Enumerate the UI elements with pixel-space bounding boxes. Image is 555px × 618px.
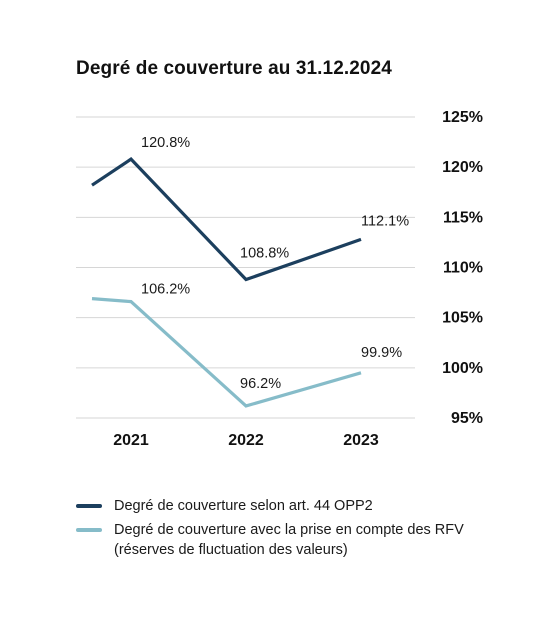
data-label: 120.8% (141, 135, 190, 151)
y-tick-label: 115% (443, 209, 483, 226)
y-tick-label: 100% (442, 360, 483, 377)
legend: Degré de couverture selon art. 44 OPP2 D… (76, 496, 516, 564)
data-label: 96.2% (240, 376, 281, 392)
series-line-1 (91, 297, 362, 408)
chart-title: Degré de couverture au 31.12.2024 (76, 58, 392, 79)
legend-item-rfv: Degré de couverture avec la prise en com… (76, 520, 516, 560)
y-tick-label: 125% (442, 109, 483, 126)
legend-label-opp2: Degré de couverture selon art. 44 OPP2 (114, 498, 373, 514)
line-chart: 125% 120% 115% 110% 105% 100% 95% 2021 2022 2023… (76, 109, 483, 449)
series-line-0 (91, 157, 362, 282)
y-tick-label: 110% (443, 260, 483, 277)
legend-item-opp2: Degré de couverture selon art. 44 OPP2 (76, 496, 516, 516)
data-label: 106.2% (141, 282, 190, 298)
grid-lines (76, 116, 415, 419)
x-tick-label: 2021 (113, 432, 149, 449)
legend-label-rfv: Degré de couverture avec la prise en com… (114, 522, 464, 558)
y-tick-label: 105% (442, 310, 483, 327)
legend-swatch-rfv (76, 528, 102, 532)
data-label: 108.8% (240, 246, 289, 262)
x-tick-label: 2023 (343, 432, 379, 449)
x-axis-ticks: 2021 2022 2023 (113, 432, 379, 449)
y-tick-label: 95% (451, 410, 483, 427)
data-label: 99.9% (361, 345, 402, 361)
y-axis-ticks: 125% 120% 115% 110% 105% 100% 95% (442, 109, 483, 427)
data-label: 112.1% (361, 213, 409, 229)
series-lines (91, 157, 362, 408)
x-tick-label: 2022 (228, 432, 264, 449)
legend-swatch-opp2 (76, 504, 102, 508)
y-tick-label: 120% (442, 159, 483, 176)
data-labels: 120.8% 108.8% 112.1% 106.2% 96.2% 99.9% (141, 135, 409, 392)
